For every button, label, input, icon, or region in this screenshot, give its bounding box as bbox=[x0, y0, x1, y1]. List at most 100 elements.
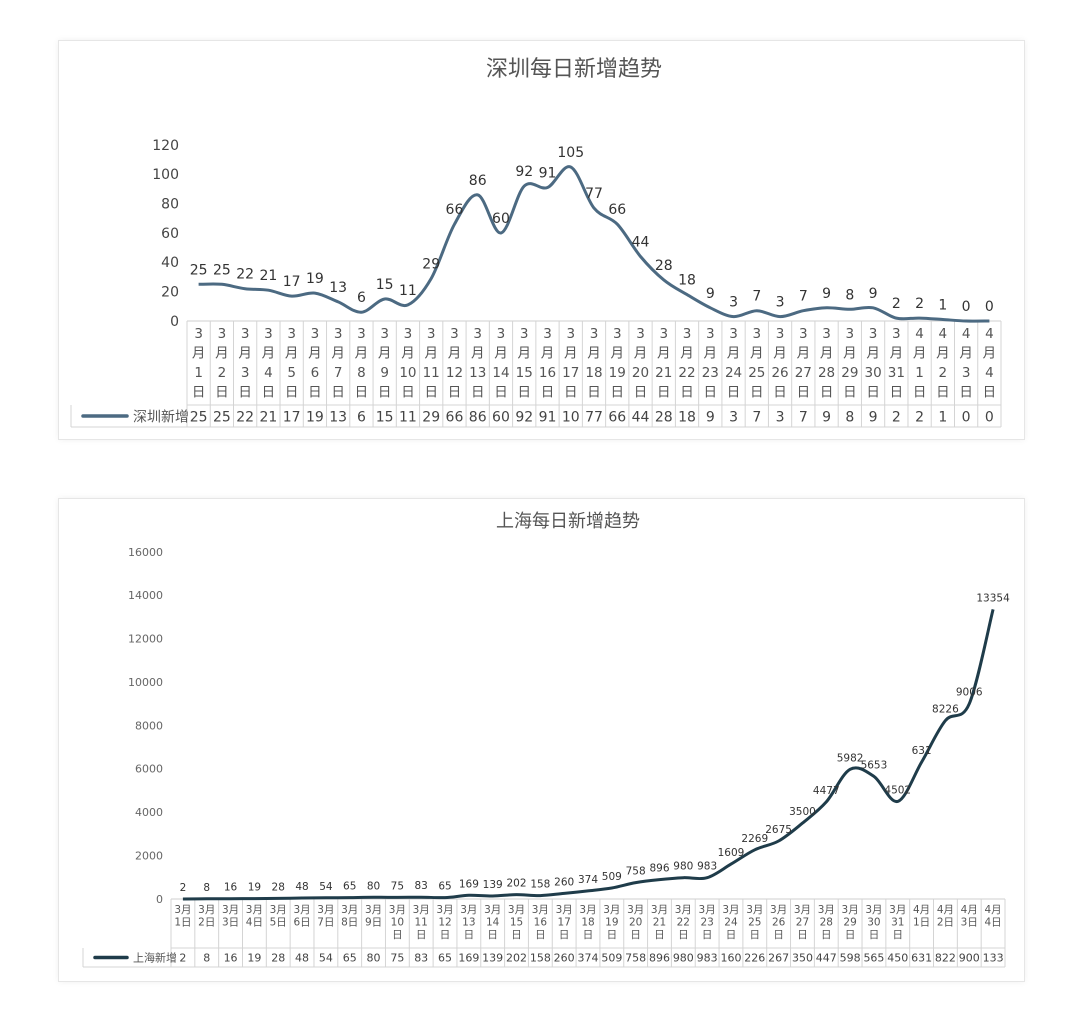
x-tick-label-part: 日 bbox=[464, 929, 475, 941]
data-label: 2 bbox=[180, 882, 187, 894]
x-tick-label-part: 3月 bbox=[317, 904, 334, 916]
table-cell-value: 92 bbox=[515, 409, 533, 425]
x-tick-label-part: 22 bbox=[677, 917, 690, 929]
data-label: 9006 bbox=[956, 687, 983, 699]
x-tick-label-part: 3月 bbox=[699, 904, 716, 916]
x-tick-label-part: 3月 bbox=[389, 904, 406, 916]
table-cell-value: 54 bbox=[319, 952, 333, 965]
x-tick-label-part: 29 bbox=[843, 917, 856, 929]
table-cell-value: 83 bbox=[414, 952, 428, 965]
x-tick-label-part: 日 bbox=[587, 385, 601, 401]
table-cell-value: 983 bbox=[697, 952, 718, 965]
x-tick-label-part: 3月 bbox=[889, 904, 906, 916]
x-tick-label-part: 11 bbox=[423, 365, 440, 381]
x-tick-label-part: 月 bbox=[936, 346, 950, 362]
x-tick-label-part: 12 bbox=[446, 365, 463, 381]
data-label: 6 bbox=[357, 290, 366, 306]
x-tick-label-part: 月 bbox=[820, 346, 834, 362]
data-label: 758 bbox=[626, 866, 646, 878]
data-label: 44 bbox=[632, 234, 650, 250]
x-tick-label-part: 日 bbox=[634, 385, 648, 401]
data-label: 25 bbox=[190, 262, 208, 278]
table-cell-value: 66 bbox=[446, 409, 464, 425]
x-tick-label-part: 16 bbox=[534, 917, 548, 929]
x-tick-label-part: 月 bbox=[494, 346, 508, 362]
x-tick-label-part: 3 bbox=[357, 326, 366, 342]
x-tick-label-part: 3月 bbox=[865, 904, 882, 916]
chart-title: 上海每日新增趋势 bbox=[496, 511, 640, 532]
x-tick-label-part: 月 bbox=[262, 346, 276, 362]
x-tick-label-part: 月 bbox=[331, 346, 345, 362]
x-tick-label-part: 日 bbox=[750, 929, 761, 941]
x-tick-label: 3 月 23 日 bbox=[702, 326, 719, 401]
y-tick-label: 2000 bbox=[135, 849, 163, 862]
x-tick-label: 3 月 26 日 bbox=[771, 326, 788, 401]
table-cell-value: 9 bbox=[869, 409, 878, 425]
x-tick-label-part: 10 bbox=[399, 365, 416, 381]
data-label: 3 bbox=[729, 295, 738, 311]
x-tick-label-part: 日 bbox=[773, 385, 787, 401]
x-tick-label-part: 日 bbox=[517, 385, 531, 401]
x-tick-label-part: 日 bbox=[890, 385, 904, 401]
y-tick-label: 8000 bbox=[135, 719, 163, 732]
table-cell-value: 28 bbox=[655, 409, 673, 425]
x-tick-label-part: 25 bbox=[748, 917, 761, 929]
x-tick-label-part: 月 bbox=[471, 346, 485, 362]
table-cell-value: 28 bbox=[271, 952, 285, 965]
x-tick-label-part: 日 bbox=[285, 385, 299, 401]
x-tick-label-part: 3 bbox=[241, 326, 250, 342]
data-label: 66 bbox=[446, 202, 464, 218]
table-cell-value: 3 bbox=[729, 409, 738, 425]
x-tick-label: 3 月 13 日 bbox=[469, 326, 486, 401]
x-tick-label-part: 日 bbox=[866, 385, 880, 401]
table-cell-value: 631 bbox=[911, 952, 932, 965]
x-tick-label-part: 日 bbox=[704, 385, 718, 401]
table-cell-value: 9 bbox=[706, 409, 715, 425]
data-label: 980 bbox=[673, 861, 693, 873]
x-tick-label-part: 4月 bbox=[913, 904, 930, 916]
table-cell-value: 75 bbox=[390, 952, 404, 965]
table-cell-value: 6 bbox=[357, 409, 366, 425]
x-tick-label-part: 3 bbox=[218, 326, 227, 342]
y-tick-label: 14000 bbox=[128, 589, 163, 602]
x-tick-label-part: 日 bbox=[726, 929, 737, 941]
x-tick-label-part: 月 bbox=[657, 346, 671, 362]
y-tick-label: 120 bbox=[152, 138, 179, 154]
table-cell-value: 13 bbox=[329, 409, 347, 425]
x-tick-label-part: 3 bbox=[566, 326, 575, 342]
table-cell-value: 16 bbox=[224, 952, 238, 965]
x-tick-label-part: 3月 bbox=[198, 904, 215, 916]
x-tick-label-part: 7日 bbox=[317, 917, 334, 929]
x-tick-label-part: 日 bbox=[511, 929, 522, 941]
data-label: 65 bbox=[438, 881, 451, 893]
data-label: 9 bbox=[706, 286, 715, 302]
table-cell-value: 80 bbox=[367, 952, 381, 965]
x-tick-label: 3 月 31 日 bbox=[888, 326, 905, 401]
table-cell-value: 822 bbox=[935, 952, 956, 965]
table-cell-value: 25 bbox=[213, 409, 231, 425]
shanghai-chart: 上海每日新增趋势 0 2000 4000 6000 8000 10000 12000 14000… bbox=[82, 511, 1010, 968]
x-tick-label-part: 月 bbox=[866, 346, 880, 362]
series-line bbox=[198, 165, 990, 323]
x-tick-label-part: 日 bbox=[959, 385, 973, 401]
legend-label: 上海新增 bbox=[133, 951, 177, 965]
table-cell-value: 598 bbox=[840, 952, 861, 965]
x-tick-label-part: 月 bbox=[727, 346, 741, 362]
x-tick-label-part: 3月 bbox=[722, 904, 739, 916]
table-cell-value: 17 bbox=[283, 409, 301, 425]
x-tick-label-part: 3月 bbox=[365, 904, 382, 916]
x-tick-label-part: 3月 bbox=[770, 904, 787, 916]
x-tick-label-part: 18 bbox=[581, 917, 594, 929]
x-tick-label-part: 3 bbox=[962, 365, 971, 381]
x-tick-label-part: 3月 bbox=[818, 904, 835, 916]
